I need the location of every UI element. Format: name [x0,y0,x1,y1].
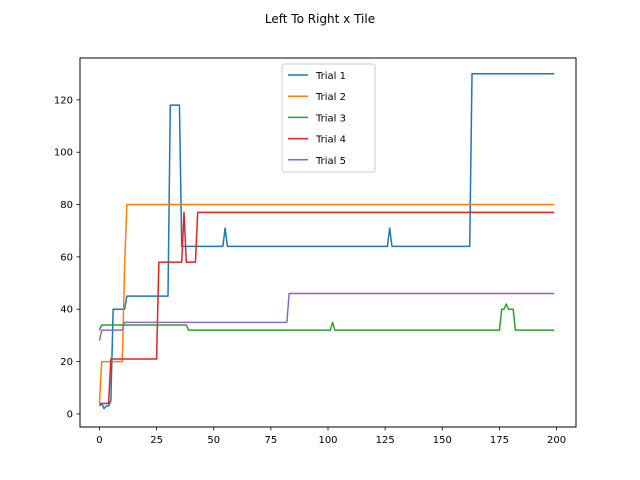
y-tick-label: 80 [60,200,73,211]
x-tick-label: 125 [376,435,395,446]
series-line-trial-5 [98,292,555,341]
x-tick-label: 150 [433,435,452,446]
x-tick-label: 200 [547,435,566,446]
legend-label-trial-4: Trial 4 [315,135,346,146]
series-line-trial-1 [98,72,555,410]
legend-label-trial-3: Trial 3 [315,113,346,124]
axes-frame [79,57,577,428]
legend-label-trial-5: Trial 5 [315,156,346,167]
y-tick-label: 0 [67,409,73,420]
x-tick-label: 25 [150,435,163,446]
x-tick-label: 0 [96,435,102,446]
x-tick-label: 175 [490,435,509,446]
x-tick-label: 100 [318,435,337,446]
x-tick-label: 75 [264,435,277,446]
series-line-trial-3 [98,303,555,331]
legend: Trial 1 Trial 2 Trial 3 Trial 4 Trial 5 [281,63,376,173]
series-line-trial-2 [98,203,555,404]
y-tick-label: 20 [60,357,73,368]
x-tick-label: 50 [207,435,220,446]
y-tick-label: 120 [54,95,73,106]
y-axis-ticks: 0 20 40 60 80 100 120 [54,95,80,420]
y-tick-label: 40 [60,305,73,316]
chart-title: Left To Right x Tile [265,12,375,26]
y-tick-label: 60 [60,252,73,263]
legend-box [281,63,376,173]
legend-label-trial-2: Trial 2 [315,92,346,103]
legend-label-trial-1: Trial 1 [315,71,346,82]
y-tick-label: 100 [54,148,73,159]
series-line-trial-4 [99,211,555,405]
x-axis-ticks: 0 25 50 75 100 125 150 175 200 [96,427,566,446]
series-lines [98,72,555,410]
